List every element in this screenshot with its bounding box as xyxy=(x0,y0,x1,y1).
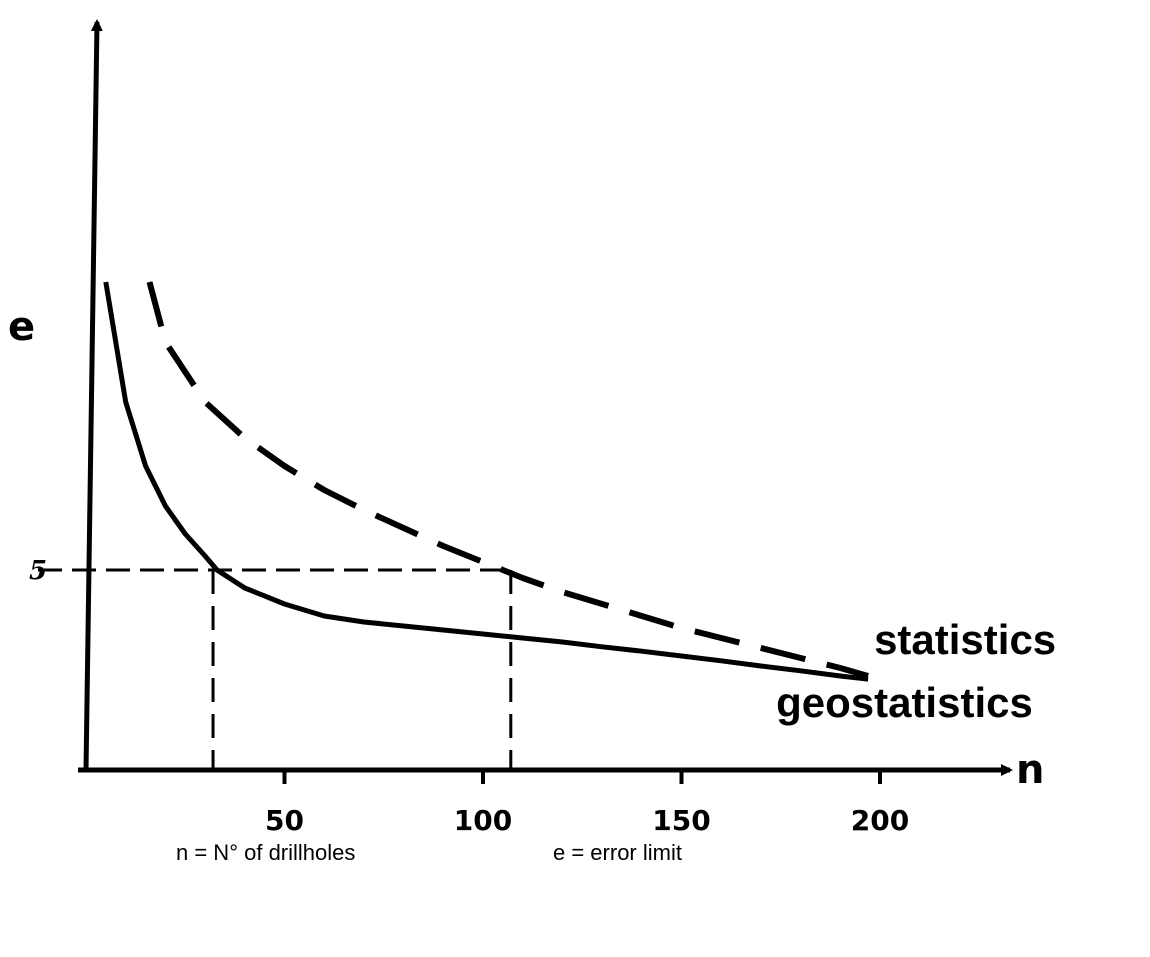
x-axis-title: n xyxy=(1016,747,1044,793)
series-lines xyxy=(103,281,869,682)
ticks: 50 100 150 200 5 xyxy=(29,556,909,837)
x-tick-label-50: 50 xyxy=(265,804,304,837)
y-axis-line xyxy=(83,19,103,771)
reference-lines xyxy=(38,568,513,770)
footnote-n-definition: n = N° of drillholes xyxy=(176,840,356,865)
series-line-statistics xyxy=(146,281,869,679)
series-label-geostatistics: geostatistics xyxy=(776,679,1033,726)
x-tick-label-100: 100 xyxy=(454,804,512,837)
labels: n e geostatistics statistics xyxy=(8,304,1056,793)
axes xyxy=(78,19,1013,776)
footnote-e-definition: e = error limit xyxy=(553,840,682,865)
x-tick-label-200: 200 xyxy=(851,804,909,837)
series-line-geostatistics xyxy=(103,281,869,682)
series-label-statistics: statistics xyxy=(874,616,1056,663)
y-axis-title: e xyxy=(8,304,35,350)
y-tick-label-5: 5 xyxy=(29,556,47,586)
x-tick-label-150: 150 xyxy=(652,804,710,837)
